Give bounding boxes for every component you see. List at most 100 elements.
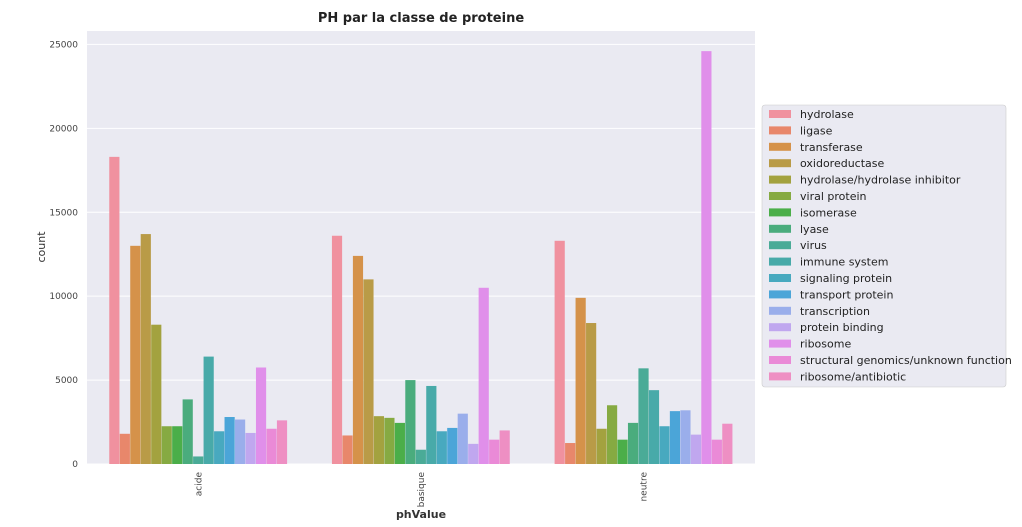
- bar: [669, 411, 681, 464]
- legend-label: lyase: [800, 223, 829, 236]
- bar: [499, 430, 510, 464]
- bar: [617, 439, 628, 464]
- bars: [109, 51, 733, 465]
- legend-label: immune system: [800, 256, 888, 269]
- bar: [554, 240, 565, 464]
- bar: [193, 456, 204, 464]
- bar: [575, 297, 586, 464]
- bar: [161, 426, 172, 464]
- bar: [426, 385, 437, 464]
- bar: [109, 156, 120, 465]
- bar: [331, 235, 343, 464]
- bar: [711, 439, 722, 464]
- bar: [586, 323, 597, 464]
- bar: [606, 405, 618, 464]
- bar: [203, 356, 214, 464]
- bar: [352, 255, 364, 464]
- legend-swatch: [769, 257, 791, 266]
- bar: [596, 428, 607, 464]
- legend-swatch: [769, 290, 791, 299]
- legend-label: transferase: [800, 141, 863, 154]
- bar: [565, 443, 576, 464]
- bar: [151, 324, 162, 464]
- legend-label: ribosome/antibiotic: [800, 370, 906, 383]
- bar: [363, 279, 374, 464]
- bar: [489, 439, 500, 464]
- bar: [224, 417, 235, 464]
- x-tick-label: acide: [194, 472, 204, 497]
- legend-label: oxidoreductase: [800, 157, 885, 170]
- legend-swatch: [769, 126, 791, 135]
- legend-label: transport protein: [800, 288, 893, 301]
- legend-swatch: [769, 306, 791, 315]
- x-tick-label: neutre: [640, 472, 650, 502]
- y-tick-label: 10000: [49, 292, 78, 302]
- bar: [394, 422, 405, 464]
- bar: [690, 434, 701, 464]
- bar: [436, 431, 447, 464]
- bar: [384, 417, 395, 464]
- legend-label: structural genomics/unknown function: [800, 354, 1012, 367]
- x-tick-label: basique: [417, 472, 427, 508]
- bar: [182, 399, 193, 464]
- bar: [415, 449, 426, 464]
- legend-swatch: [769, 356, 791, 364]
- legend-swatch: [769, 241, 791, 250]
- y-tick-label: 5000: [55, 376, 78, 386]
- bar: [405, 380, 416, 464]
- legend-swatch: [769, 323, 791, 332]
- bar: [478, 287, 489, 464]
- bar: [457, 413, 468, 464]
- chart-title: PH par la classe de proteine: [318, 11, 524, 26]
- x-axis-ticks: acide basique neutre: [194, 472, 649, 508]
- bar: [130, 245, 141, 464]
- bar: [447, 427, 458, 464]
- y-tick-label: 15000: [49, 208, 78, 218]
- y-axis-ticks: 0 5000 10000 15000 20000 25000: [49, 40, 78, 470]
- bar: [638, 368, 649, 464]
- bar: [266, 428, 277, 464]
- y-tick-label: 25000: [49, 40, 78, 50]
- legend-label: hydrolase/hydrolase inhibitor: [800, 174, 961, 187]
- bar: [722, 423, 733, 464]
- y-tick-label: 20000: [49, 124, 78, 134]
- legend-swatch: [769, 159, 791, 168]
- legend-label: transcription: [800, 305, 870, 318]
- legend-label: signaling protein: [800, 272, 892, 285]
- bar: [255, 367, 267, 464]
- bar: [235, 419, 246, 464]
- x-axis-label: phValue: [396, 508, 446, 521]
- bar: [701, 51, 712, 465]
- bar: [342, 435, 353, 464]
- y-tick-label: 0: [72, 460, 78, 470]
- bar: [172, 426, 183, 464]
- legend-label: viral protein: [800, 190, 867, 203]
- bar: [276, 420, 288, 464]
- legend-swatch: [769, 110, 791, 118]
- bar: [468, 443, 479, 464]
- legend-label: hydrolase: [800, 108, 854, 121]
- bar: [680, 410, 691, 464]
- legend-swatch: [769, 372, 791, 381]
- legend-swatch: [769, 192, 791, 200]
- y-axis-label: count: [35, 231, 48, 263]
- legend-label: isomerase: [800, 206, 857, 219]
- legend-box: [761, 104, 1007, 388]
- legend-swatch: [769, 142, 791, 151]
- legend-label: protein binding: [800, 321, 884, 334]
- bar: [627, 422, 639, 464]
- legend-swatch: [769, 224, 791, 233]
- bar: [373, 416, 385, 464]
- bar: [140, 234, 151, 464]
- legend-swatch: [769, 339, 791, 348]
- bar: [659, 426, 670, 464]
- bar: [119, 433, 130, 464]
- bar: [648, 390, 660, 464]
- bar: [214, 431, 225, 464]
- legend-label: virus: [800, 239, 827, 252]
- legend-swatch: [769, 208, 791, 217]
- bar: [245, 432, 256, 464]
- legend-label: ribosome: [800, 338, 851, 351]
- legend-label: ligase: [800, 124, 833, 137]
